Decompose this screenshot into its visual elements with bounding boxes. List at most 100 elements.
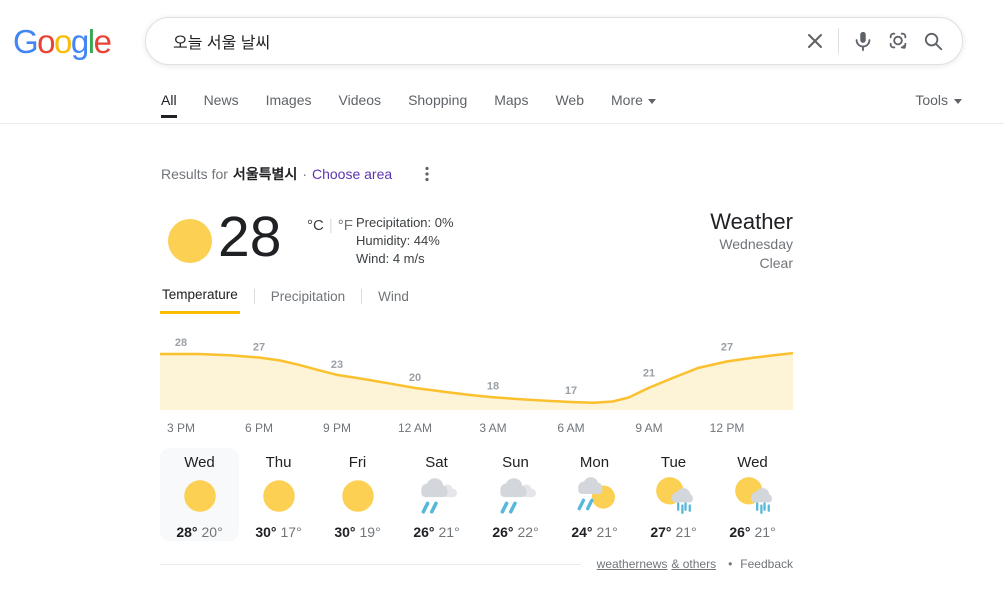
hour-tick-label: 6 PM [244,421,274,435]
forecast-day-sun[interactable]: Sun 26° 22° [476,448,555,541]
hour-labels: 3 PM 6 PM 9 PM 12 AM 3 AM 6 AM 9 AM 12 PM [160,421,793,437]
clear-sun-icon [168,219,212,263]
more-options-icon[interactable] [419,165,435,183]
high-temp: 24° [571,524,593,540]
nav-tab-label: Images [265,92,312,108]
forecast-temps: 26° 21° [713,524,792,540]
nav-tab-images[interactable]: Images [266,92,312,118]
forecast-day-wed[interactable]: Wed 26° 21° [713,448,792,541]
nav-tab-news[interactable]: News [204,92,239,118]
forecast-day-tue[interactable]: Tue 27° 21° [634,448,713,541]
low-temp: 20° [201,524,223,540]
humidity-detail: Humidity: 44% [356,233,440,248]
forecast-temps: 26° 22° [476,524,555,540]
nav-tab-all[interactable]: All [161,92,177,118]
forecast-day-label: Tue [660,454,687,471]
weather-tab-precipitation[interactable]: Precipitation [270,288,346,304]
sun-drizzle-icon [654,475,694,515]
high-temp: 30° [255,524,277,540]
hour-tick-label: 12 PM [709,421,745,435]
forecast-day-label: Wed [184,454,215,471]
chart-value-label: 23 [331,359,343,371]
low-temp: 22° [517,524,539,540]
tools-button[interactable]: Tools [915,92,962,108]
choose-area-link[interactable]: Choose area [312,166,393,182]
nav-tab-label: Maps [494,92,529,108]
nav-tab-label: Shopping [408,92,468,108]
divider [253,288,255,304]
weather-day: Wednesday [719,236,793,252]
forecast-day-sat[interactable]: Sat 26° 21° [397,448,476,541]
sun-icon [262,480,295,512]
weather-condition: Clear [759,255,793,271]
divider [160,563,581,565]
forecast-temps: 26° 21° [397,524,476,540]
temperature-chart: 28 27 23 20 18 17 21 27 3 PM 6 PM 9 PM 12 AM 3 AM 6 … [160,336,793,436]
forecast-day-fri[interactable]: Fri 30° 19° [318,448,397,541]
forecast-temps: 30° 17° [239,524,318,540]
weather-header: Weather Wednesday Clear [710,209,793,273]
forecast-day-label: Sat [425,454,448,471]
attribution-link-weathernews[interactable]: weathernews [596,557,668,571]
low-temp: 21° [754,524,776,540]
nav-tab-label: Videos [338,92,382,108]
forecast-day-label: Sun [502,454,529,471]
rain-icon [418,476,459,514]
search-input[interactable]: 오늘 서울 날씨 [173,35,271,52]
forecast-day-label: Thu [265,454,292,471]
high-temp: 30° [334,524,356,540]
microphone-icon[interactable] [852,30,874,52]
low-temp: 21° [438,524,460,540]
attribution-separator: • [728,557,733,571]
rain-sun-icon [576,475,617,511]
chart-value-label: 20 [409,372,421,384]
sun-drizzle-icon [733,475,773,515]
tools-label: Tools [915,92,948,108]
unit-divider: | [328,217,333,234]
weather-title: Weather [710,209,793,234]
nav-tab-maps[interactable]: Maps [494,92,528,118]
nav-tab-shopping[interactable]: Shopping [408,92,467,118]
forecast-day-wed[interactable]: Wed 28° 20° [160,448,239,541]
search-bar-icons [805,28,962,54]
nav-tab-label: All [161,92,177,108]
feedback-link[interactable]: Feedback [740,557,793,571]
nav-tab-more[interactable]: More [611,92,656,118]
sun-icon [183,480,216,512]
unit-toggle: °C | °F [307,217,353,234]
nav-tab-web[interactable]: Web [555,92,584,118]
weather-widget: 28 °C | °F Precipitation: 0% Humidity: 4… [160,205,793,575]
current-temperature: 28 [218,205,282,269]
attribution-link-others[interactable]: & others [671,557,717,571]
lens-camera-icon[interactable] [887,30,909,52]
forecast-day-label: Mon [579,454,610,471]
forecast-row: Wed 28° 20° Thu 30° 17° Fri 30° 19° Sat 26° 21° Sun 2… [160,448,793,541]
search-icon[interactable] [922,30,944,52]
results-separator: · [302,166,307,182]
forecast-temps: 27° 21° [634,524,713,540]
google-logo[interactable]: Google [13,23,112,60]
forecast-day-thu[interactable]: Thu 30° 17° [239,448,318,541]
celsius-toggle[interactable]: °C [307,217,324,234]
hour-tick-label: 9 AM [635,421,663,435]
high-temp: 27° [650,524,672,540]
chart-value-label: 17 [565,385,577,397]
weather-tab-wind[interactable]: Wind [378,288,409,304]
nav-tab-videos[interactable]: Videos [339,92,382,118]
low-temp: 17° [280,524,302,540]
fahrenheit-toggle[interactable]: °F [337,217,353,234]
forecast-day-mon[interactable]: Mon 24° 21° [555,448,634,541]
chart-value-label: 27 [253,341,265,353]
nav-tab-label: Web [555,92,585,108]
chevron-down-icon [647,98,656,104]
search-bar[interactable]: 오늘 서울 날씨 [145,17,963,65]
weather-tab-temperature[interactable]: Temperature [160,287,240,314]
search-header: Google 오늘 서울 날씨 [0,0,1004,124]
attribution-bar: weathernews & others • Feedback [160,556,793,572]
sun-icon [341,480,374,512]
high-temp: 28° [176,524,198,540]
chevron-down-icon [954,98,962,104]
forecast-temps: 30° 19° [318,524,397,540]
clear-icon[interactable] [805,31,825,51]
high-temp: 26° [492,524,514,540]
